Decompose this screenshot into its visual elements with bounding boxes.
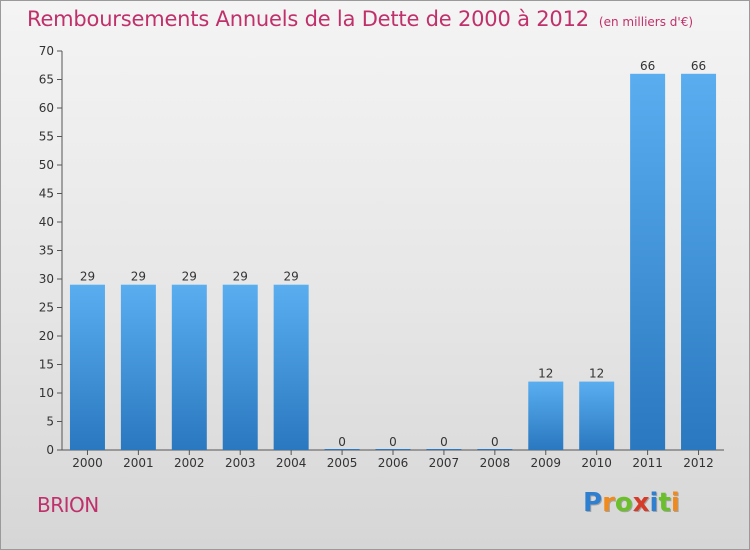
chart-title-text: Remboursements Annuels de la Dette de 20… xyxy=(27,7,589,31)
data-label: 29 xyxy=(131,270,146,284)
y-tick-label: 50 xyxy=(39,158,54,172)
y-tick-label: 35 xyxy=(39,244,54,258)
y-tick-label: 65 xyxy=(39,73,54,87)
bar xyxy=(171,284,207,450)
data-label: 0 xyxy=(389,435,397,449)
bar xyxy=(120,284,156,450)
x-tick-label: 2005 xyxy=(327,456,358,470)
x-tick-label: 2008 xyxy=(480,456,511,470)
x-tick-label: 2007 xyxy=(429,456,460,470)
logo-letter: i xyxy=(649,488,659,518)
y-tick-label: 45 xyxy=(39,187,54,201)
x-tick-label: 2003 xyxy=(225,456,256,470)
x-tick-label: 2004 xyxy=(276,456,307,470)
bar xyxy=(630,73,666,451)
x-tick-label: 2011 xyxy=(632,456,663,470)
bar xyxy=(579,381,615,450)
place-name: BRION xyxy=(37,493,99,517)
x-tick-label: 2001 xyxy=(123,456,154,470)
logo-letter: P xyxy=(583,488,603,518)
data-label: 12 xyxy=(589,367,604,381)
bar xyxy=(324,449,360,450)
data-label: 0 xyxy=(491,435,499,449)
logo-letter: t xyxy=(658,488,671,518)
data-label: 29 xyxy=(284,270,299,284)
chart-axes xyxy=(57,50,724,455)
chart-labels: 0 5 10 15 20 25 30 35 40 45 50 55 60 65 70 2000 29 2001 29… xyxy=(39,44,714,470)
x-tick-label: 2006 xyxy=(378,456,409,470)
y-tick-label: 0 xyxy=(46,443,54,457)
y-tick-label: 10 xyxy=(39,386,54,400)
data-label: 0 xyxy=(440,435,448,449)
bar xyxy=(681,73,717,451)
logo-letter: o xyxy=(614,488,633,518)
logo-letter: i xyxy=(670,488,680,518)
y-tick-label: 25 xyxy=(39,301,54,315)
y-tick-label: 70 xyxy=(39,44,54,58)
data-label: 66 xyxy=(640,59,655,73)
data-label: 66 xyxy=(691,59,706,73)
data-label: 29 xyxy=(233,270,248,284)
x-tick-label: 2002 xyxy=(174,456,205,470)
bar xyxy=(477,449,513,450)
chart-subtitle: (en milliers d'€) xyxy=(598,15,694,29)
x-tick-label: 2000 xyxy=(72,456,103,470)
chart-bars xyxy=(69,73,717,451)
y-tick-label: 30 xyxy=(39,272,54,286)
data-label: 0 xyxy=(338,435,346,449)
bar xyxy=(273,284,309,450)
y-tick-label: 55 xyxy=(39,130,54,144)
bar xyxy=(222,284,258,450)
y-tick-label: 60 xyxy=(39,101,54,115)
bar xyxy=(69,284,105,450)
x-tick-label: 2012 xyxy=(683,456,714,470)
x-tick-label: 2010 xyxy=(581,456,612,470)
bar xyxy=(375,449,411,450)
logo-letter: x xyxy=(632,488,650,518)
y-tick-label: 20 xyxy=(39,329,54,343)
data-label: 29 xyxy=(182,270,197,284)
chart-title: Remboursements Annuels de la Dette de 20… xyxy=(27,7,693,31)
data-label: 29 xyxy=(80,270,95,284)
bar xyxy=(426,449,462,450)
x-tick-label: 2009 xyxy=(530,456,561,470)
proxiti-logo: Proxiti xyxy=(583,488,680,518)
logo-letter: r xyxy=(602,488,615,518)
data-label: 12 xyxy=(538,367,553,381)
y-tick-label: 15 xyxy=(39,358,54,372)
bar xyxy=(528,381,564,450)
y-tick-label: 40 xyxy=(39,215,54,229)
y-tick-label: 5 xyxy=(46,415,54,429)
